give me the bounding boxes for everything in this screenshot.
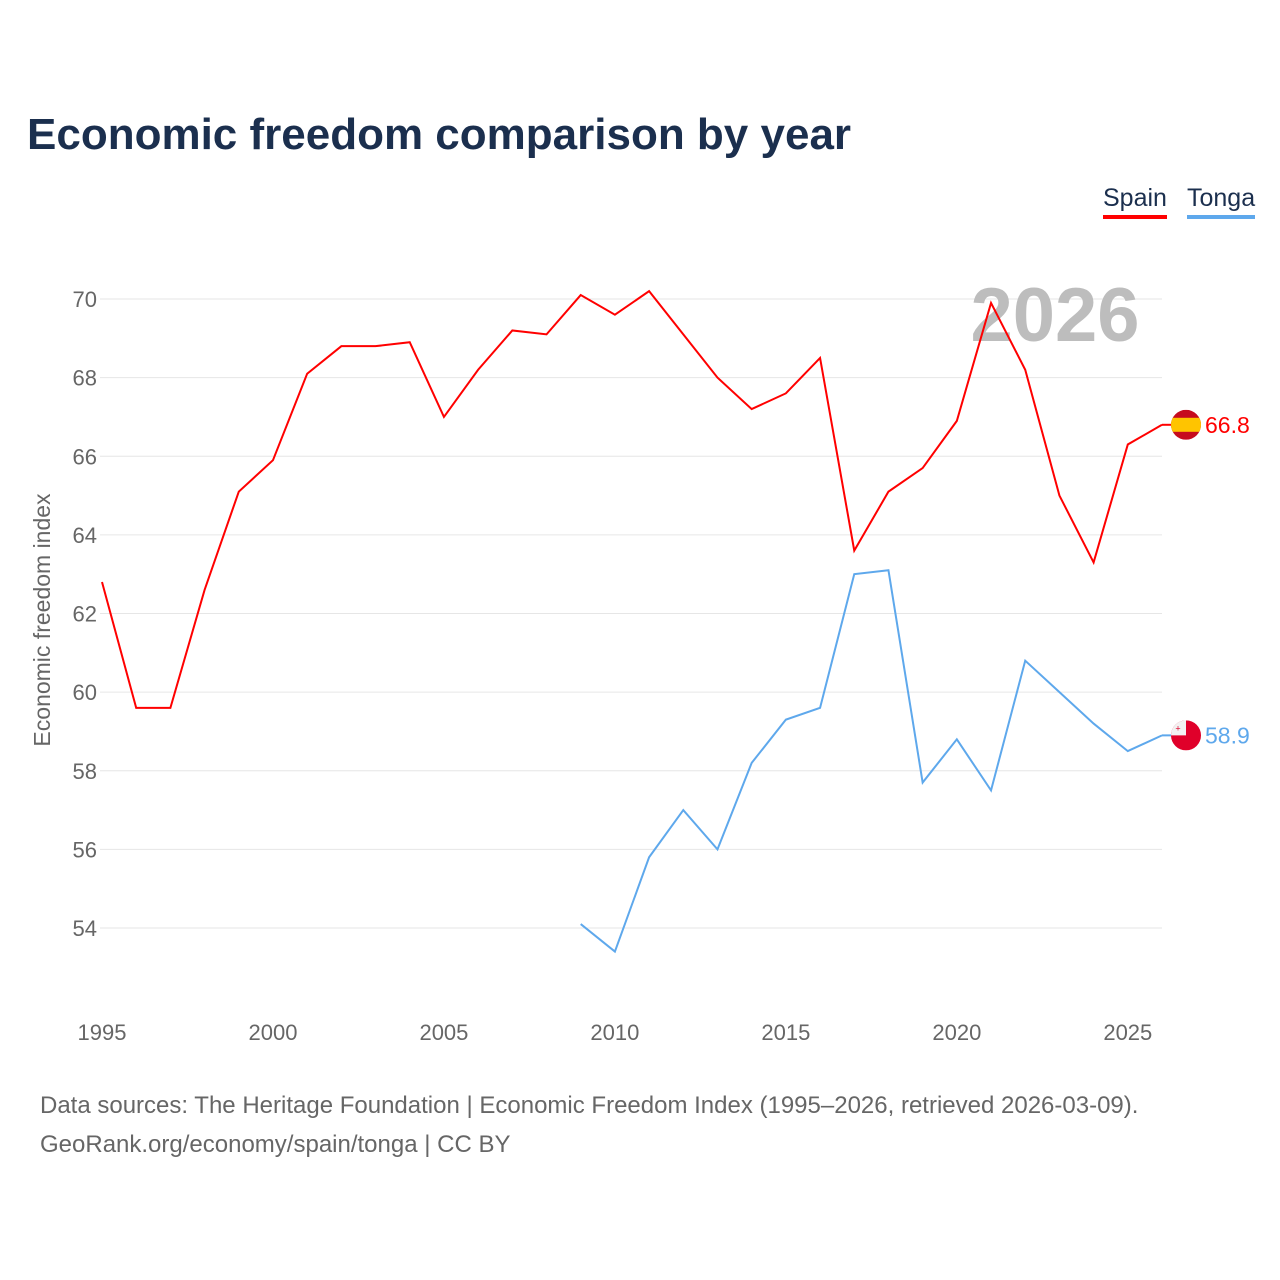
data-source-text: Data sources: The Heritage Foundation | … [40, 1092, 1139, 1119]
chart-title: Economic freedom comparison by year [27, 110, 852, 159]
y-tick-label: 70 [73, 287, 97, 312]
x-tick-label: 2000 [248, 1020, 297, 1045]
legend-item-spain[interactable]: Spain [1103, 184, 1167, 219]
x-tick-label: 1995 [78, 1020, 127, 1045]
year-watermark: 2026 [970, 273, 1139, 358]
flag-yellow [1171, 417, 1201, 432]
tonga-flag-icon: + [1171, 720, 1201, 751]
spain-flag-icon [1171, 409, 1201, 440]
end-value-label: 58.9 [1205, 722, 1250, 748]
footer: Data sources: The Heritage Foundation | … [40, 1086, 1138, 1164]
series-line-tonga [580, 569, 1163, 954]
end-value-label: 66.8 [1205, 412, 1250, 438]
x-tick-label: 2015 [761, 1020, 810, 1045]
x-tick-label: 2025 [1103, 1020, 1152, 1045]
x-tick-label: 2020 [932, 1020, 981, 1045]
y-tick-label: 58 [73, 759, 97, 784]
x-tick-label: 2005 [419, 1020, 468, 1045]
y-tick-label: 60 [73, 680, 97, 705]
legend-item-tonga[interactable]: Tonga [1187, 184, 1256, 219]
series-line-spain [101, 289, 1163, 709]
y-axis-label: Economic freedom index [29, 493, 55, 747]
y-tick-label: 64 [73, 523, 97, 548]
y-tick-label: 62 [73, 602, 97, 627]
y-tick-label: 56 [73, 837, 97, 862]
y-tick-label: 54 [73, 916, 97, 941]
y-tick-label: 66 [73, 444, 97, 469]
x-tick-label: 2010 [590, 1020, 639, 1045]
source-link[interactable]: GeoRank.org/economy/spain/tonga | CC BY [40, 1131, 511, 1158]
flag-cross: + [1175, 723, 1180, 733]
y-tick-label: 68 [73, 366, 97, 391]
